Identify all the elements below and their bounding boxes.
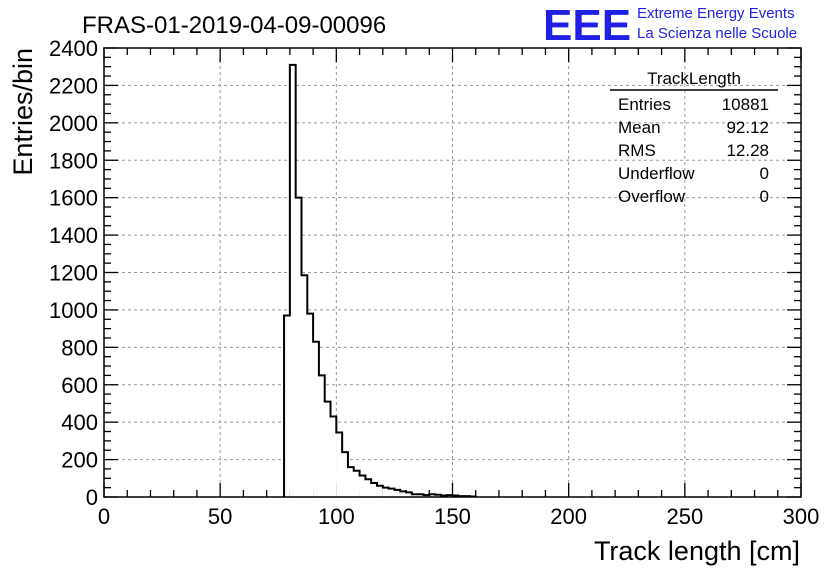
y-tick-label: 2000 [49, 111, 98, 136]
y-tick-label: 2400 [49, 36, 98, 61]
histogram-bin [406, 492, 412, 497]
stats-value-rms: 12.28 [726, 141, 769, 160]
y-tick-label: 2200 [49, 73, 98, 98]
stats-value-overflow: 0 [760, 187, 769, 206]
histogram-bin [359, 475, 366, 497]
histogram-bin [417, 494, 424, 497]
logo-line-2: La Scienza nelle Scuole [637, 25, 797, 42]
x-tick-label: 50 [208, 504, 232, 529]
x-tick-label: 250 [666, 504, 703, 529]
y-tick-label: 0 [86, 485, 98, 510]
histogram-bin [342, 452, 348, 497]
y-tick-label: 1000 [49, 298, 98, 323]
y-tick-label: 600 [61, 373, 98, 398]
logo-line-1: Extreme Energy Events [637, 5, 795, 22]
histogram-bin [324, 401, 331, 497]
plot-frame [103, 47, 802, 498]
eee-logo-mark: EEE [543, 1, 631, 50]
stats-box: TrackLength Entries 10881 Mean 92.12 RMS… [610, 69, 778, 206]
y-tick-label: 1200 [49, 261, 98, 286]
stats-value-entries: 10881 [722, 95, 769, 114]
histogram-bin [365, 479, 372, 497]
histogram-bin [435, 494, 441, 497]
histogram-bin [318, 375, 325, 497]
histogram-bin [394, 489, 401, 497]
histogram-bin [376, 485, 383, 497]
histogram-bin [336, 432, 343, 497]
histogram-bin [295, 197, 302, 497]
histogram-bin [411, 494, 418, 497]
histogram-bin [388, 488, 395, 497]
y-tick-labels: 0 200 400 600 800 1000 1200 1400 1600 1800 2000 220… [49, 36, 98, 510]
histogram-bin [289, 64, 296, 498]
histogram-bin [371, 482, 377, 497]
histogram-bin [307, 313, 314, 497]
histogram-bin [382, 487, 389, 497]
x-tick-label: 0 [98, 504, 110, 529]
histogram-bin [400, 491, 407, 497]
x-tick-label: 150 [434, 504, 471, 529]
histogram-bin [429, 494, 436, 497]
y-tick-label: 400 [61, 410, 98, 435]
histogram-bin [313, 341, 319, 497]
y-tick-label: 1600 [49, 186, 98, 211]
eee-logo: EEE Extreme Energy Events La Scienza nel… [543, 1, 797, 50]
stats-label-mean: Mean [618, 118, 661, 137]
histogram-bin [284, 315, 290, 497]
histogram-bin [347, 467, 354, 497]
stats-value-mean: 92.12 [726, 118, 769, 137]
stats-label-underflow: Underflow [618, 164, 695, 183]
x-tick-label: 100 [318, 504, 355, 529]
x-axis-label: Track length [cm] [594, 536, 800, 566]
stats-label-overflow: Overflow [618, 187, 686, 206]
x-tick-labels: 0 50 100 150 200 250 300 [98, 504, 819, 529]
histogram-bin [330, 416, 337, 497]
y-tick-label: 1800 [49, 148, 98, 173]
y-tick-label: 1400 [49, 223, 98, 248]
stats-box-title: TrackLength [647, 69, 741, 88]
y-tick-label: 800 [61, 335, 98, 360]
stats-label-entries: Entries [618, 95, 671, 114]
y-axis-label: Entries/bin [8, 48, 38, 176]
histogram-bin [301, 275, 308, 497]
x-tick-label: 300 [783, 504, 820, 529]
stats-label-rms: RMS [618, 141, 656, 160]
stats-value-underflow: 0 [760, 164, 769, 183]
x-tick-label: 200 [550, 504, 587, 529]
chart-title: FRAS-01-2019-04-09-00096 [82, 12, 386, 39]
y-tick-label: 200 [61, 448, 98, 473]
grid [104, 48, 801, 497]
histogram-outline [283, 63, 477, 498]
histogram-bars [284, 64, 476, 498]
histogram-bin [353, 470, 360, 497]
